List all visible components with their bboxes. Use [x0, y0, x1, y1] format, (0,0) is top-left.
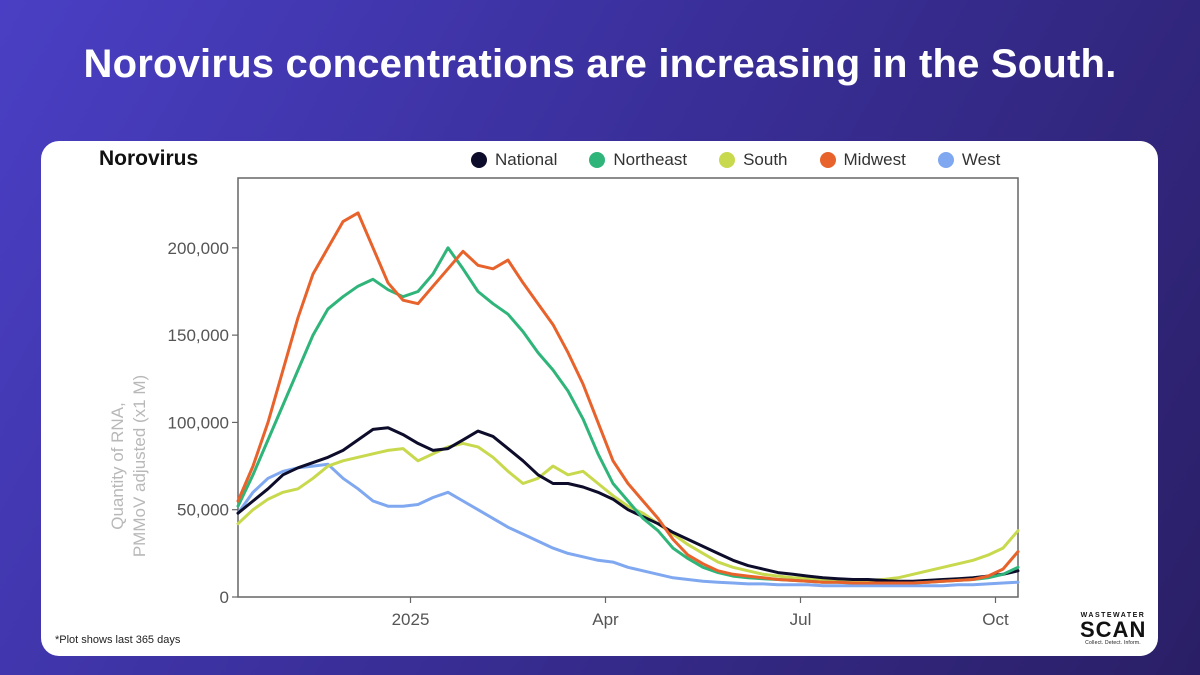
x-tick-label: Oct: [982, 610, 1009, 629]
chart-legend: National Northeast South Midwest West: [471, 150, 1000, 170]
legend-label-national: National: [495, 150, 558, 169]
chart-card: Norovirus National Northeast South Midwe…: [41, 141, 1158, 656]
x-tick-label: 2025: [392, 610, 430, 629]
legend-item-midwest[interactable]: Midwest: [819, 150, 906, 170]
logo-main-text: SCAN: [1080, 617, 1147, 642]
legend-label-northeast: Northeast: [613, 150, 688, 169]
y-tick-label: 100,000: [168, 413, 229, 432]
series-line-midwest: [236, 211, 1020, 585]
legend-dot-south: [719, 152, 736, 168]
series-line-south: [236, 441, 1020, 582]
series-line-west: [236, 462, 1020, 588]
wastewater-scan-logo: WASTEWATER SCAN Collect. Detect. Inform.: [1080, 612, 1146, 646]
chart-title: Norovirus: [99, 147, 199, 170]
legend-dot-national: [471, 152, 487, 168]
y-tick-label: 0: [220, 588, 229, 607]
legend-dot-northeast: [589, 152, 606, 168]
footnote: *Plot shows last 365 days: [55, 634, 181, 646]
legend-dot-midwest: [819, 152, 836, 168]
logo-tagline: Collect. Detect. Inform.: [1085, 640, 1141, 646]
y-tick-label: 200,000: [168, 239, 229, 258]
headline: Norovirus concentrations are increasing …: [83, 42, 1117, 86]
legend-item-west[interactable]: West: [937, 150, 1001, 170]
legend-label-south: South: [743, 150, 788, 169]
y-axis-label-line-1: Quantity of RNA,: [108, 402, 127, 530]
legend-label-west: West: [961, 150, 1001, 169]
y-axis-label-line-2: PMMoV adjusted (x1 M): [130, 375, 149, 557]
line-chart: Quantity of RNA, PMMoV adjusted (x1 M) 0…: [108, 177, 1020, 629]
plot-frame: [237, 177, 1019, 598]
x-tick-label: Jul: [790, 610, 812, 629]
legend-label-midwest: Midwest: [843, 150, 906, 169]
legend-dot-west: [937, 152, 954, 168]
legend-item-national[interactable]: National: [471, 150, 557, 170]
series-line-northeast: [236, 246, 1020, 585]
y-tick-label: 150,000: [168, 326, 229, 345]
y-tick-label: 50,000: [177, 501, 229, 520]
logo-top-text: WASTEWATER: [1080, 612, 1146, 619]
legend-item-northeast[interactable]: Northeast: [589, 150, 687, 170]
legend-item-south[interactable]: South: [719, 150, 788, 170]
series-line-national: [236, 426, 1020, 583]
x-tick-label: Apr: [592, 610, 619, 629]
